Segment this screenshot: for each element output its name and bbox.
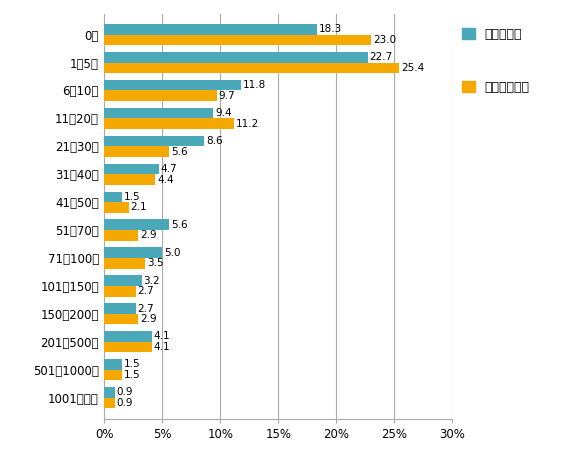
Bar <box>104 147 169 157</box>
Text: 2.9: 2.9 <box>140 230 157 240</box>
Text: 8.6: 8.6 <box>206 136 223 146</box>
Bar <box>104 370 122 380</box>
Bar <box>104 192 122 202</box>
Text: 23.0: 23.0 <box>373 35 396 45</box>
Text: 5.6: 5.6 <box>171 147 188 157</box>
Text: 0.9: 0.9 <box>117 387 133 397</box>
Text: 1.5: 1.5 <box>124 370 140 380</box>
Bar <box>104 118 234 129</box>
Text: 1.5: 1.5 <box>124 359 140 369</box>
Bar <box>104 164 159 174</box>
Text: 2.1: 2.1 <box>130 202 147 212</box>
Bar <box>104 108 213 118</box>
Bar <box>104 80 241 91</box>
Bar <box>104 174 155 185</box>
Text: 9.7: 9.7 <box>219 91 235 101</box>
Bar <box>104 91 217 101</box>
Text: 2.9: 2.9 <box>140 314 157 324</box>
Text: 3.5: 3.5 <box>147 258 164 268</box>
Bar <box>104 136 204 147</box>
Bar <box>104 248 162 258</box>
Text: 5.6: 5.6 <box>171 220 188 230</box>
Bar <box>104 387 115 398</box>
Text: 18.3: 18.3 <box>318 24 342 34</box>
Text: 0.9: 0.9 <box>117 398 133 408</box>
Bar <box>104 331 152 342</box>
Text: 25.4: 25.4 <box>401 63 424 73</box>
Text: 5.0: 5.0 <box>164 248 180 258</box>
Bar <box>104 359 122 370</box>
Text: 2.7: 2.7 <box>137 303 154 313</box>
Bar <box>104 202 129 213</box>
Text: 2.7: 2.7 <box>137 286 154 296</box>
Bar <box>104 52 368 62</box>
Bar <box>104 35 371 45</box>
Text: 22.7: 22.7 <box>369 52 393 62</box>
Bar <box>104 286 136 297</box>
Bar <box>104 303 136 314</box>
Text: 3.2: 3.2 <box>143 276 160 286</box>
Text: 4.1: 4.1 <box>154 342 171 352</box>
Bar <box>104 230 138 241</box>
Bar <box>104 219 169 230</box>
Bar <box>104 62 399 73</box>
Text: 1.5: 1.5 <box>124 192 140 202</box>
Bar <box>104 342 152 353</box>
Bar <box>104 398 115 408</box>
Text: 4.1: 4.1 <box>154 332 171 342</box>
Text: 4.4: 4.4 <box>157 175 174 185</box>
Text: 11.8: 11.8 <box>243 80 266 90</box>
Legend: フォロー数, フォロワー数: フォロー数, フォロワー数 <box>462 28 530 94</box>
Bar <box>104 258 145 268</box>
Bar <box>104 275 142 286</box>
Text: 9.4: 9.4 <box>215 108 232 118</box>
Bar <box>104 314 138 324</box>
Text: 4.7: 4.7 <box>161 164 177 174</box>
Text: 11.2: 11.2 <box>236 119 259 129</box>
Bar <box>104 24 317 35</box>
